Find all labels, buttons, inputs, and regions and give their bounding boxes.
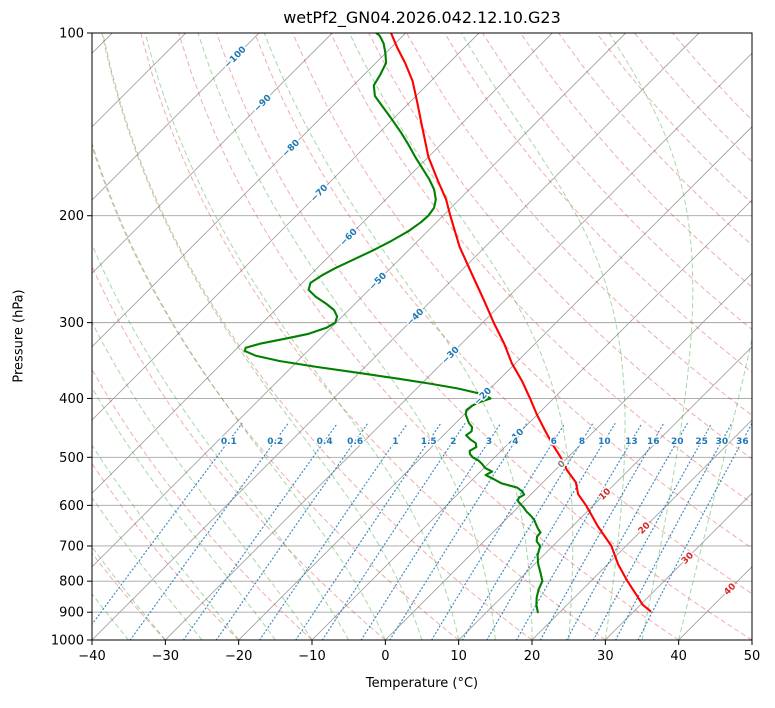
mixing-ratio-label: 3 [486,437,492,447]
y-tick-label: 400 [59,392,84,407]
x-tick-label: 10 [450,649,467,664]
mixing-ratio-label: 16 [647,437,660,447]
mixing-ratio-label: 4 [512,437,518,447]
mixing-ratio-label: 30 [716,437,729,447]
x-tick-label: −40 [78,649,105,664]
mixing-ratio-label: 25 [695,437,708,447]
y-tick-label: 600 [59,499,84,514]
x-tick-label: 20 [524,649,541,664]
x-tick-label: −20 [225,649,252,664]
y-axis-label: Pressure (hPa) [11,289,27,383]
y-tick-label: 500 [59,451,84,466]
isotherm-label: −30 [440,345,461,366]
x-tick-label: −10 [298,649,325,664]
x-tick-label: 40 [670,649,687,664]
mixing-ratio-label: 13 [625,437,638,447]
chart-title: wetPf2_GN04.2026.042.12.10.G23 [283,8,561,27]
y-tick-label: 700 [59,539,84,554]
isotherm-label: −40 [405,307,426,328]
y-tick-label: 100 [59,27,84,42]
mixing-ratio-label: 6 [551,437,557,447]
mixing-ratio-labels: 0.1 0.2 0.4 0.6 1 1.5 2 3 4 6 8 10 13 16 20 25 30 36 [219,435,750,448]
isotherm-label: −80 [281,138,302,159]
mixing-ratio-label: 0.6 [347,437,363,447]
axes-frame: −40 −30 −20 −10 0 10 20 30 40 5010020030040050060… [51,27,760,665]
mixing-ratio-label: 1.5 [421,437,437,447]
temperature-line [389,33,652,613]
isotherm-label: 40 [722,582,738,598]
mixing-ratio-label: 20 [671,437,684,447]
mixing-ratio-label: 10 [598,437,611,447]
x-tick-label: −30 [152,649,179,664]
dry-adiabats [92,33,752,640]
isotherm-label: 20 [637,521,653,537]
x-axis-label: Temperature (°C) [365,676,479,691]
isotherms [92,33,752,640]
y-tick-label: 800 [59,575,84,590]
isotherm-label: −70 [309,183,330,204]
x-tick-label: 30 [597,649,614,664]
mixing-ratio-label: 2 [450,437,456,447]
dewpoint-line [243,33,544,614]
isotherm-label: −60 [338,227,359,248]
mixing-ratio-label: 0.2 [267,437,283,447]
mixing-ratio-label: 36 [736,437,749,447]
y-tick-label: 900 [59,606,84,621]
y-tick-label: 300 [59,316,84,331]
mixing-ratio-label: 0.4 [317,437,333,447]
isotherm-label: 30 [680,551,696,567]
isotherm-label: −50 [368,271,389,292]
moist-adiabats [92,33,752,640]
mixing-ratio-label: 8 [579,437,585,447]
isotherm-label: −90 [252,93,273,114]
isotherm-label: −100 [223,45,249,71]
y-tick-label: 1000 [51,634,84,649]
mixing-ratio-label: 0.1 [221,437,237,447]
mixing-ratio-lines [92,423,752,640]
x-tick-label: 50 [744,649,761,664]
y-tick-label: 200 [59,209,84,224]
x-tick-label: 0 [381,649,389,664]
mixing-ratio-label: 1 [392,437,398,447]
isotherm-label: 10 [597,487,613,503]
